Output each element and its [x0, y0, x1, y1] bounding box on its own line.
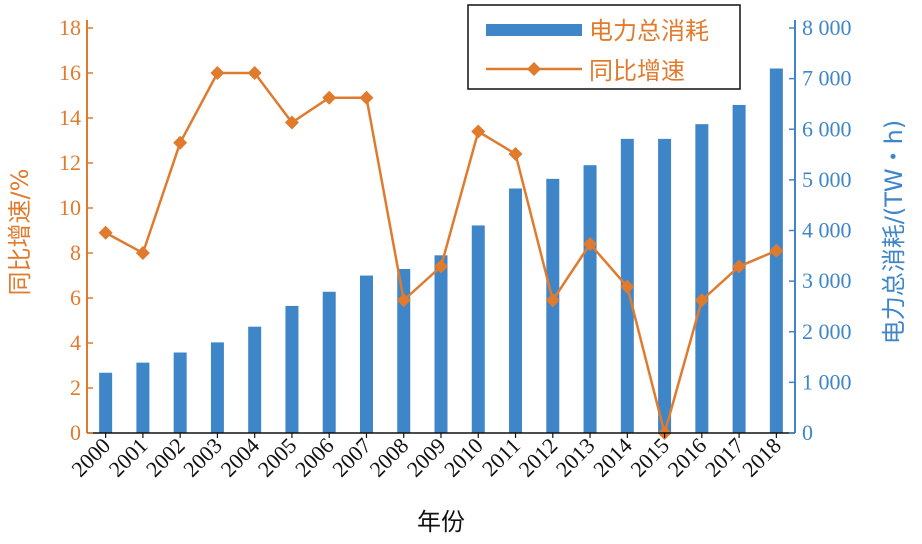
growth-marker-2002	[173, 135, 188, 150]
x-tick-label: 2002	[141, 433, 190, 482]
growth-marker-2003	[210, 66, 225, 80]
bar-2010	[471, 225, 485, 433]
bar-series	[99, 68, 783, 433]
x-tick-label: 2010	[439, 433, 488, 482]
x-tick-label: 2016	[663, 433, 712, 482]
bar-2011	[509, 188, 523, 433]
left-tick-label: 6	[70, 285, 81, 310]
growth-marker-2013	[583, 237, 598, 251]
growth-marker-2011	[508, 147, 523, 161]
x-tick-label: 2009	[402, 433, 451, 482]
right-tick-label: 1 000	[802, 369, 852, 394]
bar-2005	[285, 305, 299, 433]
left-tick-label: 18	[59, 15, 81, 40]
bar-2013	[583, 165, 597, 433]
growth-marker-2005	[284, 115, 299, 130]
left-tick-label: 0	[70, 420, 81, 445]
x-tick-label: 2017	[700, 433, 749, 482]
legend-bar-label: 电力总消耗	[589, 17, 709, 45]
left-tick-label: 16	[59, 60, 81, 85]
bar-2004	[248, 326, 262, 433]
x-tick-label: 2008	[364, 433, 413, 482]
growth-marker-2008	[396, 293, 411, 308]
bar-2001	[136, 362, 150, 433]
x-tick-label: 2011	[477, 433, 525, 481]
growth-marker-2018	[769, 243, 784, 258]
growth-marker-2010	[471, 124, 486, 139]
bar-2016	[695, 124, 709, 433]
left-tick-label: 8	[70, 240, 81, 265]
growth-marker-2007	[359, 90, 374, 105]
left-tick-label: 12	[59, 150, 81, 175]
x-tick-label: 2005	[253, 433, 302, 482]
x-tick-label: 2003	[178, 433, 227, 482]
right-tick-label: 6 000	[802, 116, 852, 141]
growth-marker-2001	[135, 246, 150, 260]
legend: 电力总消耗 同比增速	[467, 4, 741, 90]
right-tick-label: 4 000	[802, 218, 852, 243]
right-tick-label: 7 000	[802, 66, 852, 91]
left-tick-label: 14	[59, 105, 81, 130]
x-tick-label: 2014	[588, 433, 637, 482]
growth-marker-2012	[545, 293, 560, 308]
bar-2007	[359, 275, 373, 433]
bar-2002	[173, 352, 187, 433]
right-axis-title: 电力总消耗/(TW・h)	[880, 120, 908, 344]
x-tick-label: 2007	[327, 433, 376, 482]
legend-box	[467, 4, 741, 90]
growth-marker-2016	[694, 293, 709, 308]
left-tick-label: 2	[70, 375, 81, 400]
left-tick-label: 4	[70, 330, 81, 355]
bar-2000	[99, 372, 113, 433]
right-tick-label: 3 000	[802, 268, 852, 293]
x-tick-label: 2006	[290, 433, 339, 482]
bar-2003	[210, 342, 224, 433]
legend-bar-swatch	[486, 24, 582, 36]
x-tick-label: 2012	[514, 433, 563, 482]
left-axis-title: 同比增速/%	[6, 169, 34, 296]
bar-2015	[658, 138, 672, 433]
growth-marker-2000	[98, 225, 113, 240]
growth-marker-2014	[620, 279, 635, 294]
left-tick-label: 10	[59, 195, 81, 220]
growth-marker-2009	[434, 259, 448, 274]
right-tick-label: 5 000	[802, 167, 852, 192]
right-tick-label: 8 000	[802, 15, 852, 40]
legend-line-marker	[527, 62, 541, 76]
x-tick-label: 2004	[215, 433, 264, 482]
legend-line-label: 同比增速	[589, 57, 685, 85]
x-tick-label: 2015	[625, 433, 674, 482]
x-tick-label: 2013	[551, 433, 600, 482]
bar-2006	[322, 291, 336, 433]
growth-marker-2017	[732, 259, 747, 274]
bar-2008	[397, 268, 411, 433]
growth-marker-2004	[247, 66, 262, 80]
x-tick-label: 2001	[104, 433, 153, 482]
bar-2009	[434, 255, 448, 433]
x-axis-title: 年份	[417, 508, 465, 536]
right-tick-label: 2 000	[802, 319, 852, 344]
growth-marker-2006	[322, 90, 337, 105]
x-tick-label: 2018	[737, 433, 786, 482]
right-tick-label: 0	[802, 420, 813, 445]
